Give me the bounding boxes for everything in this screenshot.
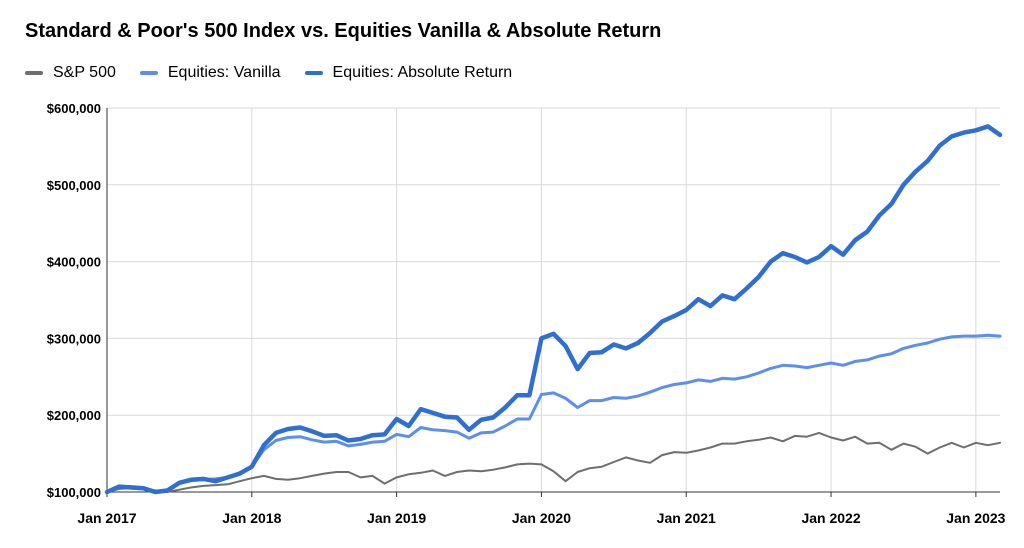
x-tick-label: Jan 2018 [222,510,281,526]
legend: S&P 500 Equities: Vanilla Equities: Abso… [25,64,512,82]
x-tick-label: Jan 2021 [657,510,716,526]
y-tick-label: $100,000 [47,485,101,500]
legend-item-vanilla[interactable]: Equities: Vanilla [139,64,281,82]
y-tick-label: $600,000 [47,101,101,116]
x-tick-label: Jan 2023 [946,510,1005,526]
series-line-s-p-500 [106,431,1001,493]
legend-label-vanilla: Equities: Vanilla [167,64,281,81]
x-tick-label: Jan 2022 [801,510,860,526]
y-tick-label: $300,000 [47,331,101,346]
legend-swatch-sp500 [25,71,43,75]
y-tick-label: $400,000 [47,255,101,270]
legend-item-sp500[interactable]: S&P 500 [25,64,116,82]
chart-title: Standard & Poor's 500 Index vs. Equities… [25,20,662,42]
x-tick-label: Jan 2020 [512,510,571,526]
legend-label-absolute-return: Equities: Absolute Return [332,64,513,81]
x-tick-label: Jan 2017 [77,510,136,526]
y-tick-label: $200,000 [47,408,101,423]
legend-swatch-vanilla [139,71,158,75]
series-line-equities-vanilla [105,333,1002,494]
legend-item-absolute-return[interactable]: Equities: Absolute Return [304,64,513,82]
x-tick-label: Jan 2019 [367,510,426,526]
legend-swatch-absolute-return [304,71,323,75]
y-tick-label: $500,000 [47,178,101,193]
series-line-equities-absolute-return [104,124,1003,495]
legend-label-sp500: S&P 500 [53,64,116,81]
